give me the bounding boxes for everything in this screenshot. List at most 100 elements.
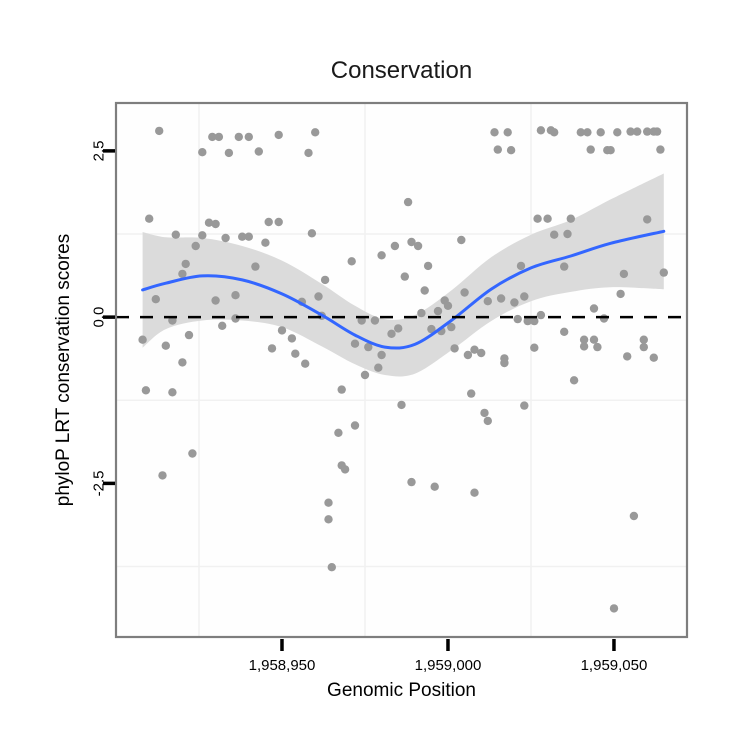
scatter-point — [267, 344, 277, 353]
scatter-point — [364, 342, 373, 352]
scatter-point — [360, 370, 370, 380]
scatter-point — [168, 388, 177, 397]
scatter-point — [589, 304, 599, 313]
scatter-point — [629, 511, 639, 521]
scatter-point — [214, 132, 224, 142]
scatter-point — [443, 301, 453, 310]
scatter-point — [244, 232, 253, 241]
y-tick-label: 0.0 — [91, 307, 108, 328]
scatter-point — [337, 385, 346, 394]
scatter-point — [231, 314, 240, 323]
scatter-point — [639, 342, 648, 352]
scatter-point — [430, 482, 439, 491]
scatter-point — [390, 241, 400, 251]
scatter-point — [599, 314, 609, 323]
scatter-point — [277, 326, 287, 335]
scatter-point — [254, 147, 263, 156]
scatter-point — [324, 515, 333, 524]
scatter-point — [191, 241, 200, 251]
scatter-point — [560, 262, 569, 271]
confidence-ribbon — [142, 173, 664, 377]
scatter-point — [550, 230, 559, 239]
scatter-point — [586, 145, 595, 154]
scatter-point — [307, 229, 317, 238]
x-axis-title: Genomic Position — [327, 680, 476, 701]
scatter-point — [579, 335, 589, 344]
scatter-point — [291, 349, 300, 358]
scatter-point — [218, 321, 227, 330]
scatter-point — [543, 214, 552, 223]
scatter-point — [427, 324, 436, 334]
scatter-point — [377, 350, 386, 360]
scatter-point — [656, 145, 665, 154]
scatter-point — [198, 231, 207, 240]
scatter-point — [563, 229, 572, 239]
scatter-point — [520, 292, 529, 301]
scatter-point — [350, 339, 360, 348]
scatter-point — [211, 296, 220, 305]
scatter-point — [623, 352, 632, 361]
scatter-point — [407, 237, 416, 247]
scatter-point — [158, 471, 167, 480]
scatter-point — [244, 132, 253, 142]
scatter-point — [530, 316, 539, 326]
scatter-point — [188, 449, 197, 458]
scatter-point — [420, 286, 429, 295]
scatter-point — [460, 288, 469, 297]
scatter-point — [377, 251, 386, 260]
scatter-point — [566, 214, 575, 223]
scatter-point — [324, 498, 333, 507]
scatter-point — [609, 604, 619, 613]
scatter-point — [470, 488, 479, 497]
scatter-point — [171, 230, 180, 239]
scatter-point — [616, 289, 625, 299]
scatter-point — [503, 128, 512, 137]
scatter-point — [264, 217, 273, 227]
scatter-point — [151, 295, 160, 304]
scatter-point — [181, 259, 190, 269]
scatter-point — [178, 269, 187, 279]
y-tick-label: -2.5 — [90, 470, 107, 496]
smooth-line — [141, 229, 666, 350]
scatter-point — [184, 330, 194, 340]
scatter-point — [533, 214, 542, 223]
scatter-point — [652, 127, 662, 136]
scatter-point — [238, 232, 247, 241]
scatter-point — [211, 219, 220, 229]
scatter-point — [536, 310, 546, 320]
y-tick-label: 2.5 — [90, 140, 107, 161]
scatter-point — [231, 291, 240, 300]
scatter-point — [530, 343, 539, 352]
scatter-point — [204, 218, 214, 227]
scatter-point — [145, 214, 154, 223]
scatter-point — [311, 128, 320, 137]
scatter-point — [374, 363, 383, 372]
panel-border — [114, 101, 689, 639]
scatter-point — [327, 563, 336, 572]
scatter-point — [350, 421, 360, 430]
scatter-point — [370, 316, 380, 325]
scatter-point — [423, 261, 433, 271]
scatter-point — [516, 261, 526, 271]
scatter-point — [168, 316, 177, 325]
scatter-point — [619, 269, 629, 279]
scatter-point — [334, 428, 343, 437]
scatter-point — [433, 306, 443, 316]
scatter-point — [569, 376, 579, 385]
scatter-point — [593, 342, 602, 352]
scatter-point — [579, 342, 589, 351]
scatter-point — [477, 348, 486, 358]
scatter-point — [251, 262, 260, 271]
scatter-point — [400, 272, 409, 281]
scatter-point — [347, 257, 356, 266]
scatter-point — [413, 241, 423, 251]
scatter-point — [141, 386, 151, 395]
scatter-point — [161, 341, 170, 350]
scatter-point — [513, 314, 522, 324]
scatter-point — [403, 197, 413, 207]
scatter-point — [659, 268, 668, 277]
scatter-point — [261, 238, 270, 247]
scatter-point — [626, 127, 635, 136]
